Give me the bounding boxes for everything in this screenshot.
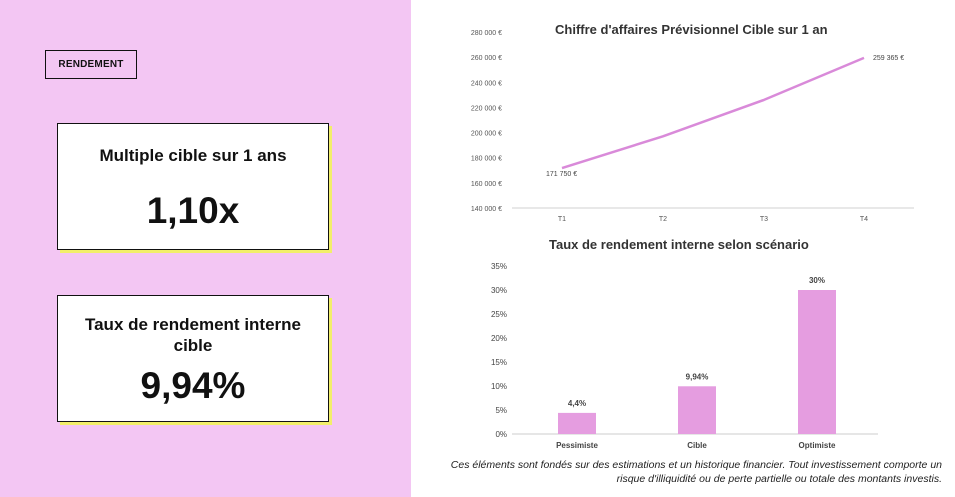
line-chart-title: Chiffre d'affaires Prévisionnel Cible su… [555, 22, 828, 37]
bar-category-label: Optimiste [799, 441, 836, 450]
line-ytick-label: 280 000 € [471, 30, 502, 37]
disclaimer-note: Ces éléments sont fondés sur des estimat… [450, 459, 942, 485]
line-ytick-label: 220 000 € [471, 105, 502, 112]
bar-data-label: 30% [809, 276, 825, 285]
bar-ytick-label: 25% [491, 310, 507, 319]
line-ytick-label: 200 000 € [471, 131, 502, 138]
line-ytick-label: 180 000 € [471, 156, 502, 163]
tri-card: Taux de rendement interne cible 9,94% [57, 295, 329, 422]
bar-ytick-label: 20% [491, 334, 507, 343]
line-ytick-label: 260 000 € [471, 55, 502, 62]
bar-chart-title: Taux de rendement interne selon scénario [549, 237, 809, 252]
line-xtick-label: T2 [659, 216, 667, 223]
multiple-card: Multiple cible sur 1 ans 1,10x [57, 123, 329, 250]
bar-ytick-label: 30% [491, 286, 507, 295]
line-data-label: 171 750 € [546, 171, 577, 178]
line-ytick-label: 240 000 € [471, 80, 502, 87]
bar-data-label: 4,4% [568, 399, 586, 408]
section-badge: RENDEMENT [45, 50, 137, 79]
bar-ytick-label: 35% [491, 262, 507, 271]
bar-ytick-label: 10% [491, 382, 507, 391]
scenario-bar [558, 412, 596, 434]
tri-card-value: 9,94% [140, 365, 246, 406]
tri-card-title: Taux de rendement interne cible [84, 315, 301, 355]
multiple-card-title: Multiple cible sur 1 ans [99, 146, 287, 165]
multiple-card-value: 1,10x [146, 190, 240, 231]
scenario-bar [678, 386, 716, 434]
bar-data-label: 9,94% [686, 372, 709, 381]
revenue-series-line [561, 56, 865, 170]
bar-category-label: Cible [687, 441, 707, 450]
bar-category-label: Pessimiste [556, 441, 598, 450]
line-xtick-label: T3 [760, 216, 768, 223]
line-ytick-label: 140 000 € [471, 206, 502, 213]
scenario-bar [798, 290, 836, 434]
line-data-label: 259 365 € [873, 55, 904, 62]
line-ytick-label: 160 000 € [471, 181, 502, 188]
left-panel: RENDEMENT Multiple cible sur 1 ans 1,10x… [0, 0, 411, 497]
bar-ytick-label: 5% [495, 406, 507, 415]
bar-ytick-label: 0% [495, 430, 507, 439]
line-xtick-label: T1 [558, 216, 566, 223]
bar-ytick-label: 15% [491, 358, 507, 367]
line-xtick-label: T4 [860, 216, 868, 223]
